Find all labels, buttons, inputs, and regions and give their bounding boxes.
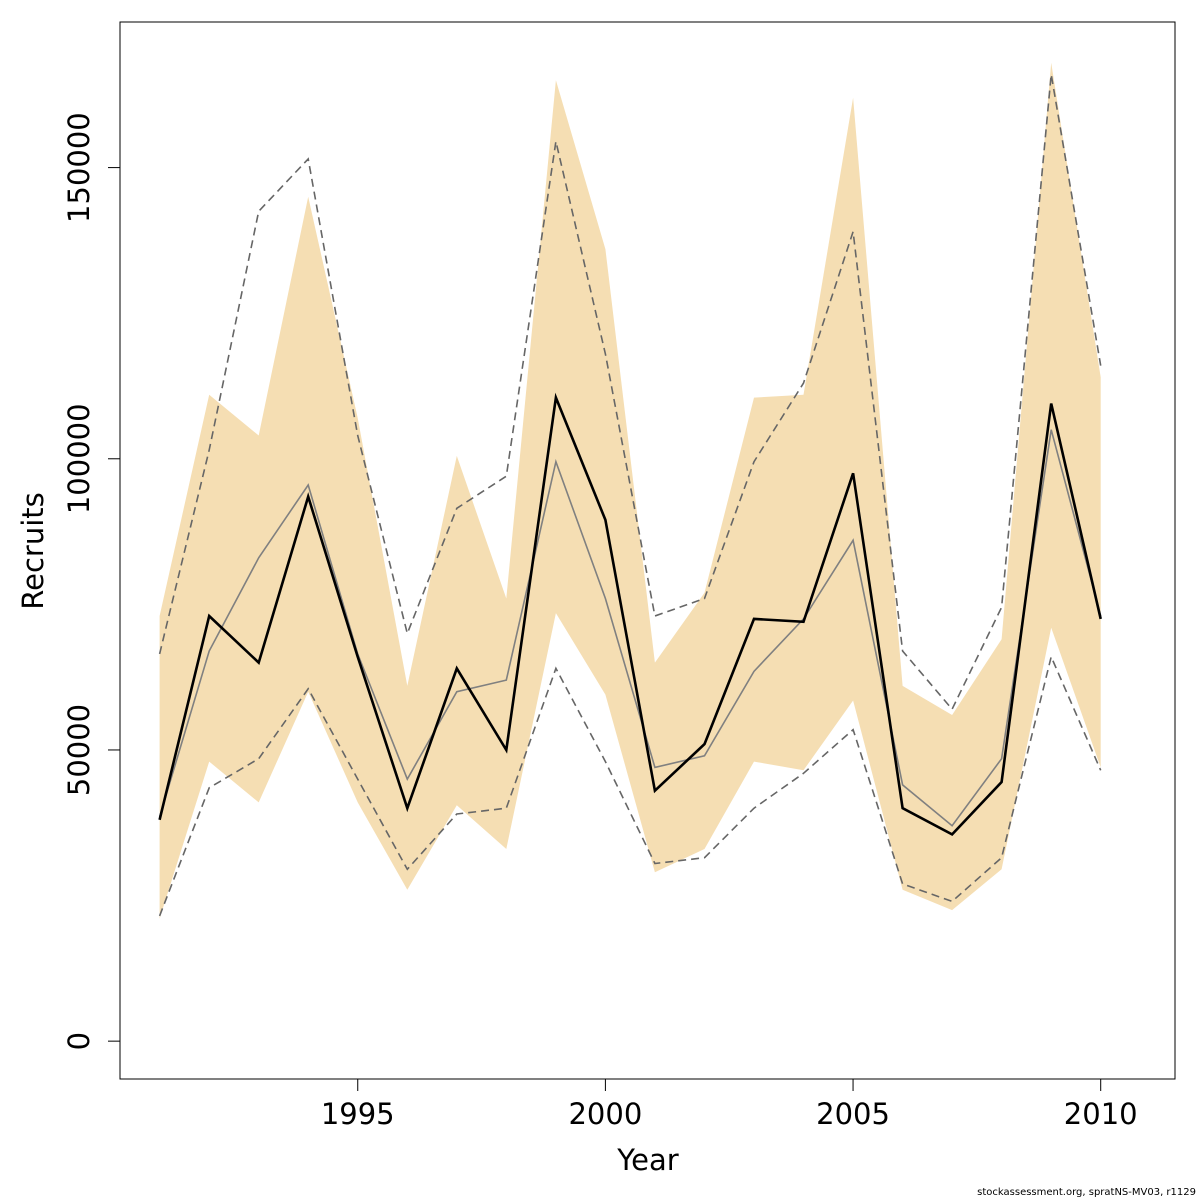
x-axis-title: Year xyxy=(616,1143,678,1177)
y-axis-title: Recruits xyxy=(16,492,50,609)
x-tick-label: 2010 xyxy=(1064,1097,1138,1131)
y-tick-label: 100000 xyxy=(62,403,96,514)
credit-text: stockassessment.org, spratNS-MV03, r1129 xyxy=(977,1187,1196,1198)
x-tick-label: 2000 xyxy=(568,1097,642,1131)
y-tick-label: 150000 xyxy=(62,112,96,223)
y-tick-label: 50000 xyxy=(62,704,96,796)
confidence-band-area xyxy=(159,62,1101,919)
y-axis: 0 50000 100000 150000 xyxy=(62,112,121,1050)
y-tick-label: 0 xyxy=(62,1032,96,1050)
x-axis: 1995 2000 2005 2010 xyxy=(321,1078,1138,1131)
x-tick-label: 1995 xyxy=(321,1097,395,1131)
x-tick-label: 2005 xyxy=(816,1097,890,1131)
series-line-solid-black xyxy=(158,392,1102,837)
series-lines xyxy=(158,74,1102,917)
confidence-band xyxy=(159,62,1101,919)
series-line-dashed-upper xyxy=(158,74,1102,711)
series-line-solid-grey xyxy=(158,429,1102,827)
